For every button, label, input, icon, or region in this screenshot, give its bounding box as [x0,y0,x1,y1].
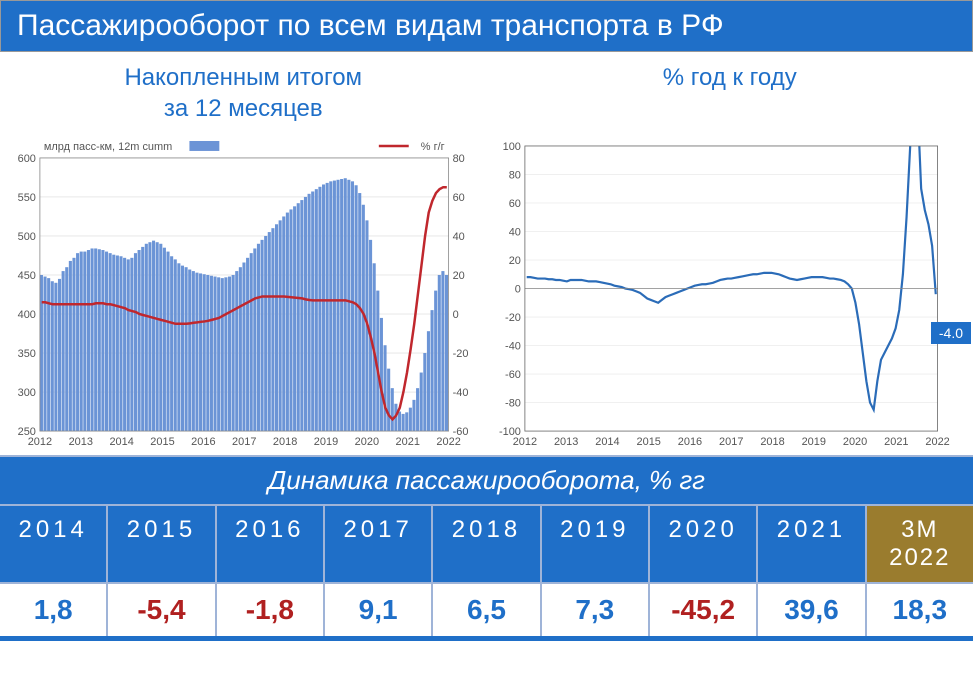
svg-text:2020: 2020 [355,436,379,448]
svg-text:400: 400 [18,309,36,321]
svg-text:20: 20 [453,270,465,282]
svg-text:2013: 2013 [553,436,577,448]
svg-text:2015: 2015 [636,436,660,448]
left-subtitle: Накопленным итогомза 12 месяцев [0,52,487,136]
svg-text:-40: -40 [453,387,469,399]
value-cell: 18,3 [867,584,973,636]
main-title: Пассажирооборот по всем видам транспорта… [0,0,973,52]
year-cell: 3М 2022 [867,506,973,582]
value-cell: -45,2 [650,584,758,636]
left-chart-svg: 250300350400450500550600-60-40-200204060… [2,136,487,455]
value-row: 1,8-5,4-1,89,16,57,3-45,239,618,3 [0,584,973,641]
svg-text:2013: 2013 [69,436,93,448]
svg-text:2014: 2014 [595,436,619,448]
svg-text:40: 40 [508,227,520,239]
year-cell: 2020 [650,506,758,582]
svg-text:2017: 2017 [232,436,256,448]
table-title: Динамика пассажирооборота, % гг [0,455,973,506]
subtitle-row: Накопленным итогомза 12 месяцев % год к … [0,52,973,136]
year-cell: 2018 [433,506,541,582]
svg-text:2021: 2021 [884,436,908,448]
year-cell: 2014 [0,506,108,582]
svg-text:550: 550 [18,192,36,204]
right-chart-panel: -100-80-60-40-20020406080100201220132014… [487,136,972,455]
svg-text:450: 450 [18,270,36,282]
value-cell: 1,8 [0,584,108,636]
year-cell: 2019 [542,506,650,582]
year-cell: 2016 [217,506,325,582]
svg-text:60: 60 [453,192,465,204]
year-cell: 2015 [108,506,216,582]
svg-text:2022: 2022 [925,436,949,448]
svg-text:2012: 2012 [28,436,52,448]
svg-text:350: 350 [18,348,36,360]
svg-text:80: 80 [508,170,520,182]
svg-text:300: 300 [18,387,36,399]
svg-text:2016: 2016 [191,436,215,448]
svg-text:2019: 2019 [801,436,825,448]
value-cell: -5,4 [108,584,216,636]
right-subtitle: % год к году [487,52,973,136]
svg-text:0: 0 [514,284,520,296]
svg-text:-20: -20 [453,348,469,360]
svg-text:2017: 2017 [719,436,743,448]
value-cell: 39,6 [758,584,866,636]
svg-text:2019: 2019 [314,436,338,448]
svg-text:-20: -20 [505,312,521,324]
svg-text:2015: 2015 [150,436,174,448]
year-cell: 2021 [758,506,866,582]
value-cell: 9,1 [325,584,433,636]
svg-text:2018: 2018 [760,436,784,448]
value-cell: -1,8 [217,584,325,636]
svg-text:80: 80 [453,153,465,165]
svg-text:2020: 2020 [842,436,866,448]
svg-text:2014: 2014 [109,436,133,448]
year-cell: 2017 [325,506,433,582]
svg-text:-80: -80 [505,398,521,410]
svg-text:600: 600 [18,153,36,165]
left-chart-panel: 250300350400450500550600-60-40-200204060… [2,136,487,455]
svg-text:20: 20 [508,255,520,267]
svg-text:0: 0 [453,309,459,321]
svg-text:2012: 2012 [512,436,536,448]
svg-text:40: 40 [453,231,465,243]
svg-text:500: 500 [18,231,36,243]
svg-text:2016: 2016 [677,436,701,448]
svg-text:2018: 2018 [273,436,297,448]
right-chart-svg: -100-80-60-40-20020406080100201220132014… [487,136,972,455]
svg-text:100: 100 [502,141,520,153]
year-row: 201420152016201720182019202020213М 2022 [0,506,973,584]
svg-text:-40: -40 [505,341,521,353]
svg-text:-60: -60 [505,369,521,381]
callout-value: -4.0 [931,322,971,344]
svg-text:60: 60 [508,198,520,210]
svg-text:% г/г: % г/г [421,141,445,153]
svg-text:млрд пасс-км, 12m cumm: млрд пасс-км, 12m cumm [44,141,172,153]
svg-text:2021: 2021 [396,436,420,448]
value-cell: 6,5 [433,584,541,636]
svg-text:2022: 2022 [436,436,460,448]
value-cell: 7,3 [542,584,650,636]
charts-row: 250300350400450500550600-60-40-200204060… [0,136,973,455]
